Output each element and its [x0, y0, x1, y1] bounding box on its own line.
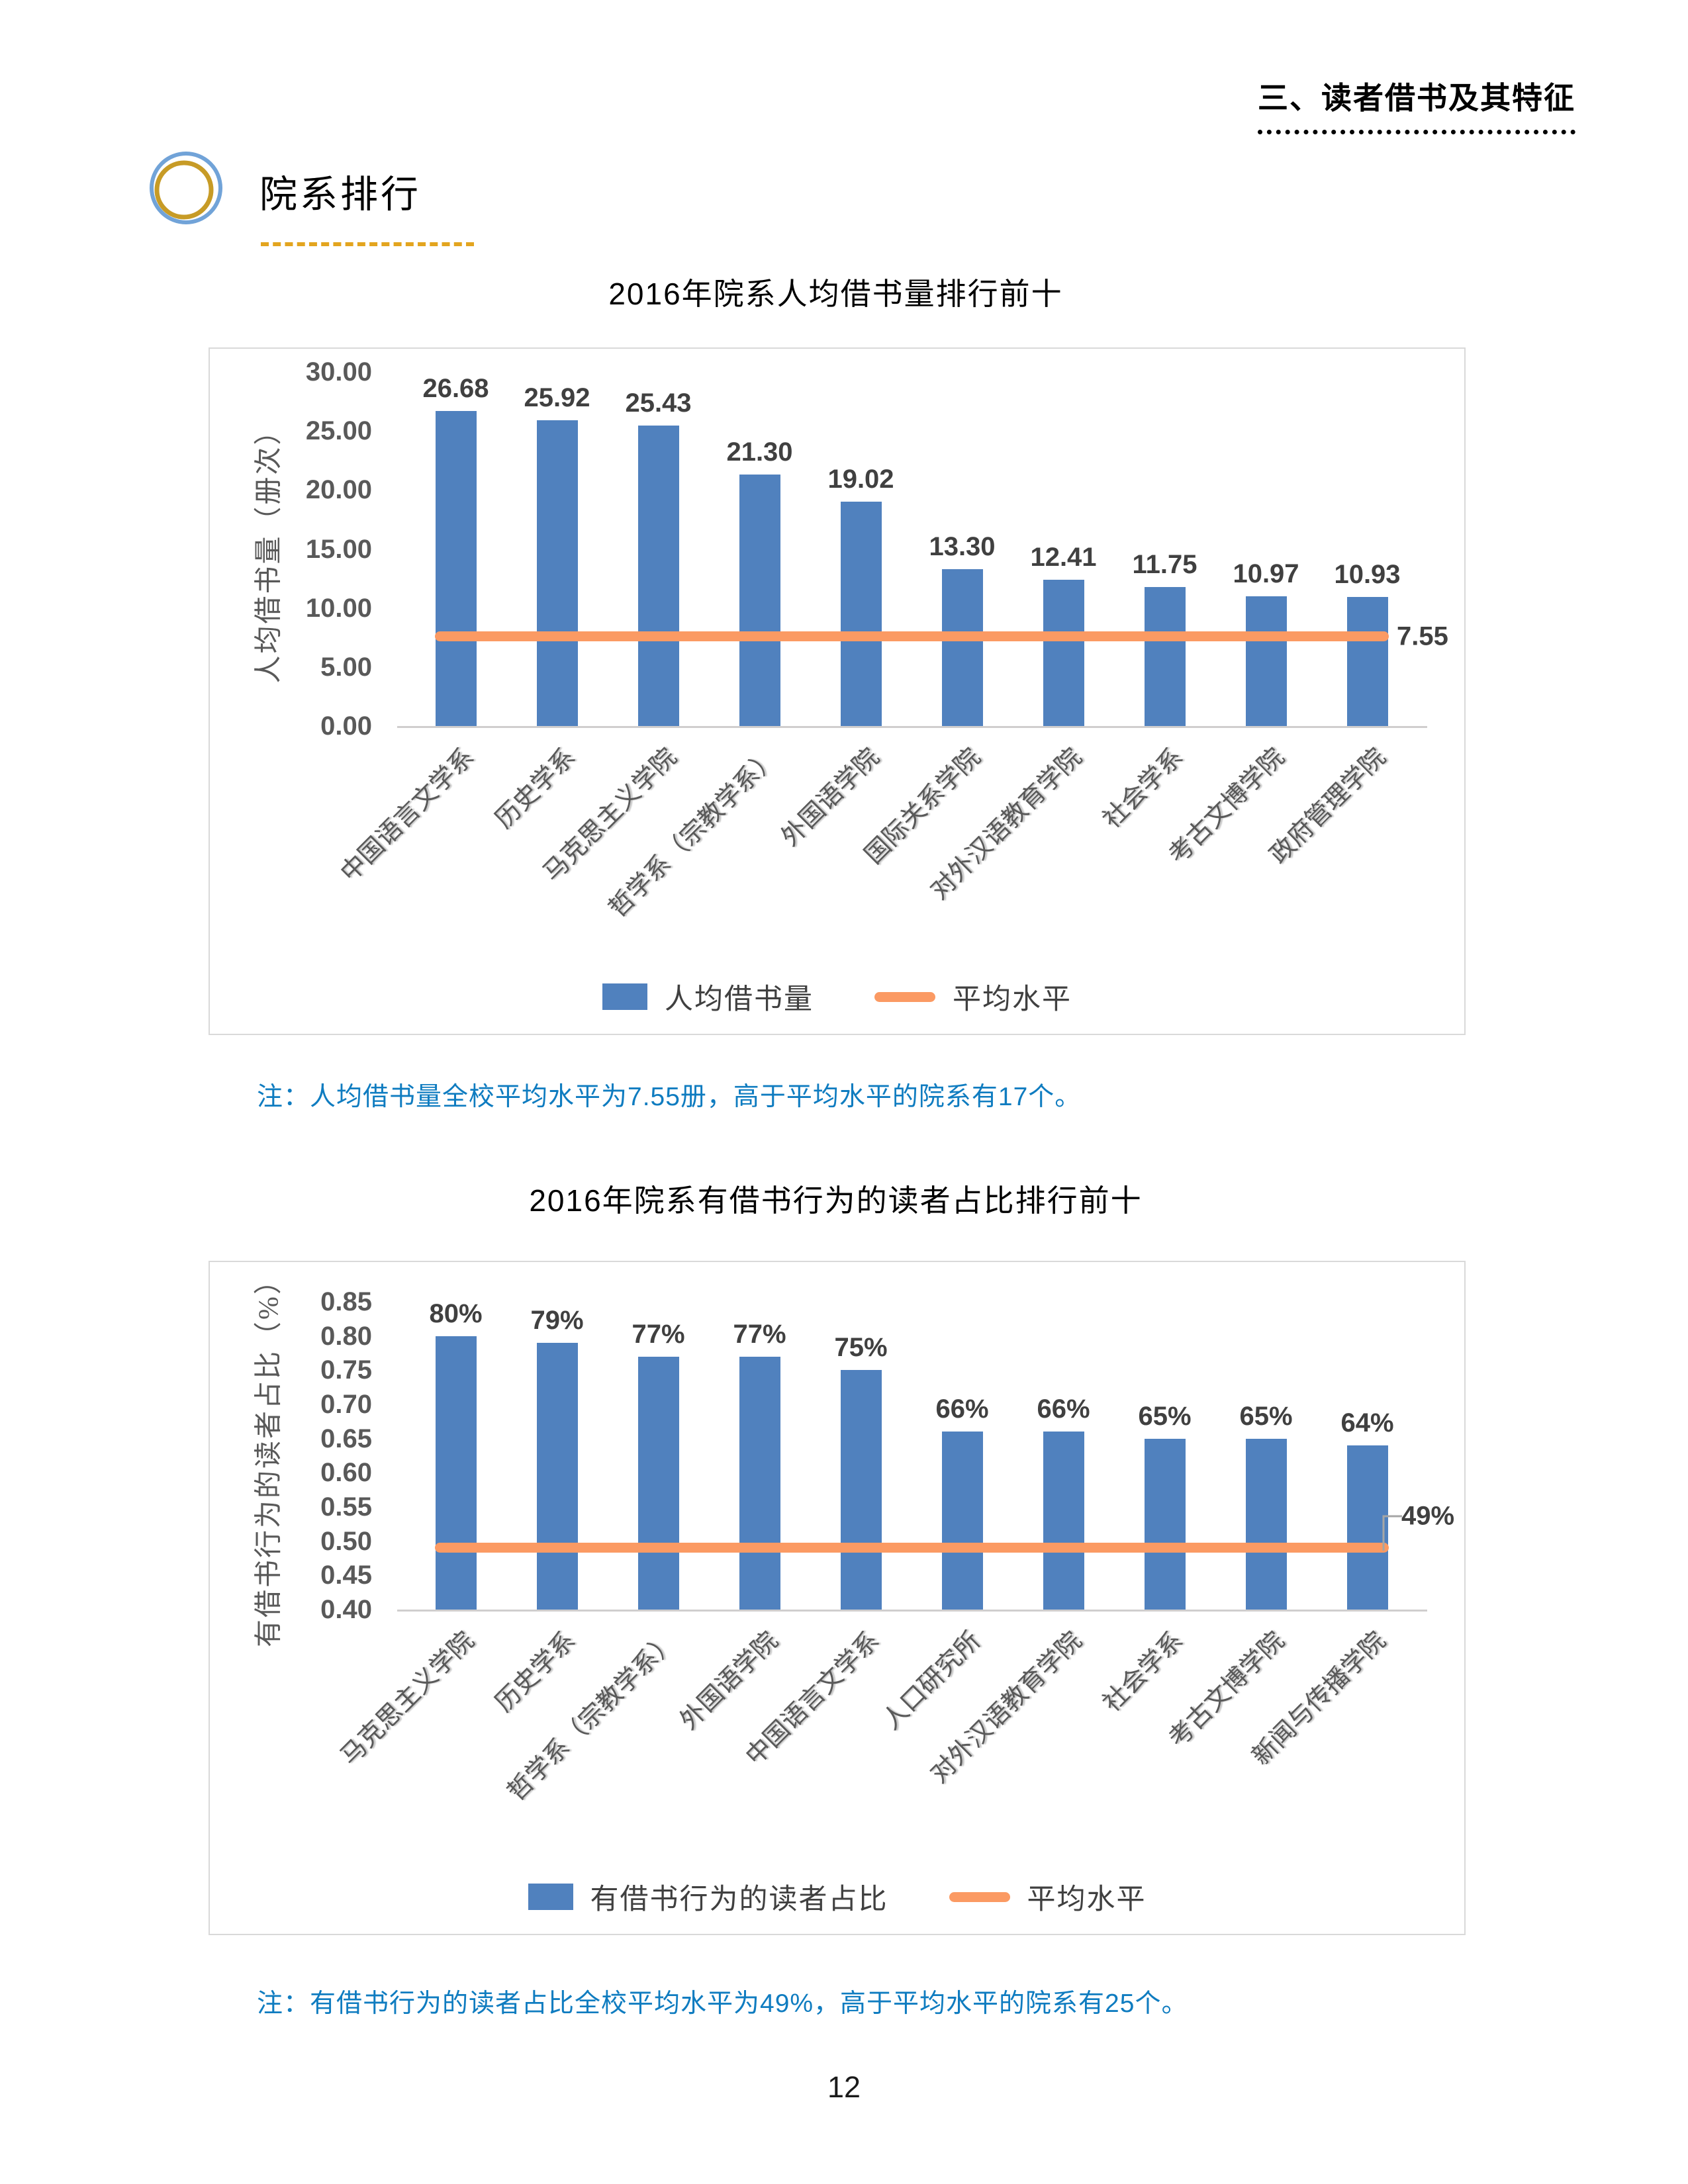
bar-value-label: 77%	[632, 1319, 685, 1349]
bar-value-label: 66%	[1037, 1394, 1090, 1424]
legend-bar-swatch	[602, 983, 647, 1010]
chart-2: 有借书行为的读者占比（%） 0.85 0.80 0.75 0.70 0.65 0.60 0.5…	[209, 1261, 1466, 1935]
bar-value-label: 75%	[834, 1333, 888, 1363]
y-tick-label: 10.00	[305, 593, 372, 623]
bar-value-label: 65%	[1138, 1401, 1192, 1431]
legend-line-swatch	[949, 1891, 1010, 1902]
average-value-label: 49%	[1401, 1501, 1455, 1531]
bar	[536, 420, 578, 726]
chart-1-title: 2016年院系人均借书量排行前十	[608, 277, 1063, 311]
y-tick-label: 0.85	[320, 1287, 372, 1316]
bar-value-label: 66%	[935, 1394, 989, 1424]
y-tick-label: 0.75	[320, 1355, 372, 1385]
bar	[435, 1336, 477, 1610]
y-tick-label: 0.65	[320, 1424, 372, 1453]
bar-value-label: 12.41	[1030, 542, 1097, 572]
bar-value-label: 19.02	[827, 464, 894, 494]
bar	[1043, 1432, 1084, 1610]
legend-line-swatch	[874, 991, 935, 1002]
bar	[536, 1343, 578, 1610]
average-line	[434, 631, 1389, 642]
chart-2-note: 注：有借书行为的读者占比全校平均水平为49%，高于平均水平的院系有25个。	[257, 1989, 1188, 2018]
bar-value-label: 10.97	[1233, 559, 1299, 589]
section-title-underline	[261, 242, 474, 246]
section-title: 院系排行	[259, 173, 421, 216]
bar	[1245, 1438, 1287, 1610]
page-header: 三、读者借书及其特征	[1258, 74, 1575, 134]
y-tick-label: 5.00	[320, 652, 372, 682]
chart-2-title: 2016年院系有借书行为的读者占比排行前十	[529, 1183, 1143, 1218]
bar-value-label: 77%	[733, 1319, 786, 1349]
legend-bar-swatch	[528, 1884, 573, 1910]
y-tick-label: 20.00	[305, 475, 372, 505]
page-number: 12	[827, 2070, 861, 2104]
bar-value-label: 25.92	[524, 383, 590, 412]
y-tick-label: 0.70	[320, 1390, 372, 1419]
bar-value-label: 64%	[1340, 1408, 1394, 1437]
bar	[739, 475, 780, 726]
bar-value-label: 26.68	[422, 374, 489, 404]
chart-1: 人均借书量（册次） 30.00 25.00 20.00 15.00 10.00 5.00 0.…	[209, 347, 1466, 1035]
legend-label: 有借书行为的读者占比	[590, 1884, 888, 1915]
average-value-label: 7.55	[1397, 621, 1448, 651]
section-ring-icon	[150, 152, 222, 224]
chart-legend: 有借书行为的读者占比 平均水平	[210, 1876, 1464, 1917]
y-tick-label: 0.55	[320, 1492, 372, 1522]
bar	[435, 411, 477, 726]
y-tick-label: 15.00	[305, 534, 372, 564]
bar	[637, 1356, 679, 1610]
y-tick-label: 0.00	[320, 711, 372, 741]
bar-value-label: 10.93	[1334, 560, 1401, 590]
chart-legend: 人均借书量 平均水平	[210, 976, 1464, 1017]
y-tick-label: 25.00	[305, 416, 372, 446]
bar	[739, 1356, 780, 1610]
y-tick-label: 0.50	[320, 1526, 372, 1556]
y-tick-label: 0.60	[320, 1458, 372, 1488]
chart-1-note: 注：人均借书量全校平均水平为7.55册，高于平均水平的院系有17个。	[257, 1083, 1082, 1111]
bar-value-label: 13.30	[929, 531, 996, 561]
y-tick-label: 0.40	[320, 1595, 372, 1624]
average-callout-line	[1382, 1515, 1402, 1551]
legend-label: 平均水平	[1027, 1884, 1147, 1915]
bar	[1144, 587, 1186, 726]
x-axis-line	[397, 726, 1427, 728]
bar	[941, 1432, 983, 1610]
bar	[840, 501, 882, 726]
y-tick-label: 30.00	[305, 357, 372, 387]
bar-value-label: 79%	[530, 1306, 584, 1335]
bar	[941, 569, 983, 726]
bar	[1144, 1438, 1186, 1610]
legend-label: 人均借书量	[665, 984, 814, 1015]
y-tick-label: 0.45	[320, 1561, 372, 1590]
bar	[637, 426, 679, 726]
bar	[1043, 579, 1084, 726]
bar-value-label: 25.43	[625, 388, 692, 418]
bar-value-label: 65%	[1239, 1401, 1293, 1431]
bar	[1346, 1445, 1388, 1610]
x-axis-line	[397, 1610, 1427, 1612]
bar	[1245, 596, 1287, 726]
bar-value-label: 11.75	[1132, 550, 1197, 580]
bar-value-label: 21.30	[726, 437, 793, 467]
bar	[840, 1370, 882, 1610]
legend-label: 平均水平	[953, 984, 1072, 1015]
average-line	[434, 1543, 1389, 1553]
bar-value-label: 80%	[429, 1298, 483, 1328]
y-tick-label: 0.80	[320, 1321, 372, 1351]
bar	[1346, 597, 1388, 726]
